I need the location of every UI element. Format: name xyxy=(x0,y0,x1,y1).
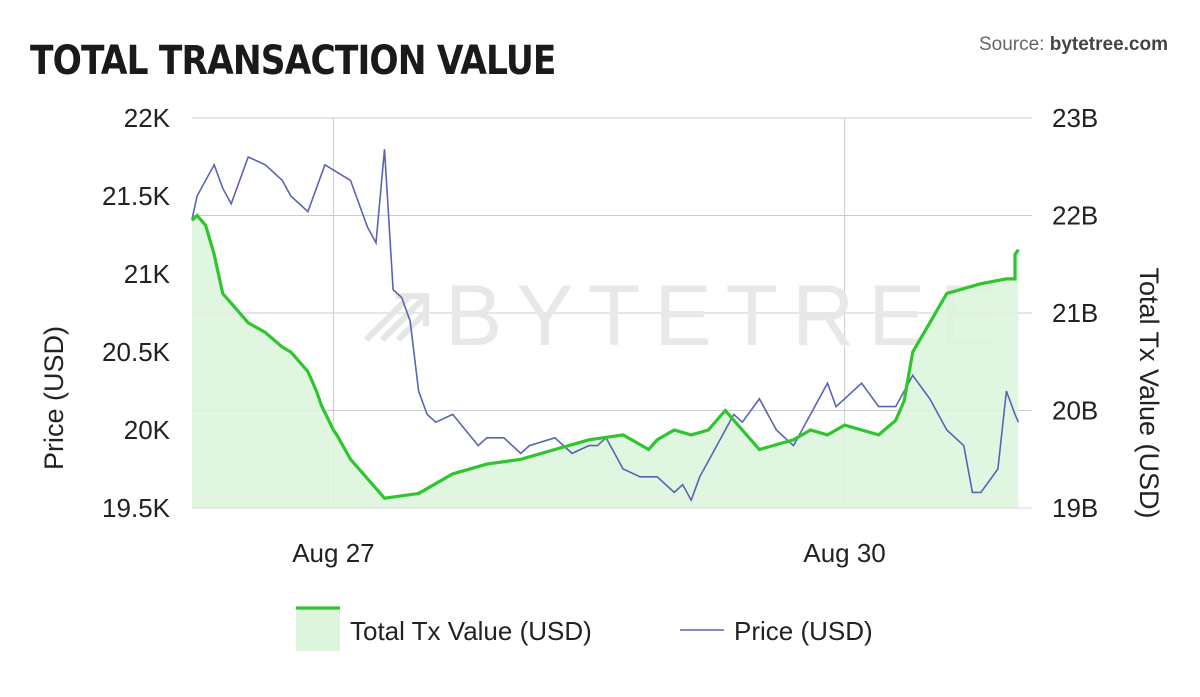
left-tick-label: 21.5K xyxy=(102,181,171,211)
x-tick-label: Aug 30 xyxy=(803,538,885,568)
legend: Total Tx Value (USD) Price (USD) xyxy=(296,606,873,651)
left-axis-ticks: 22K 21.5K 21K 20.5K 20K 19.5K xyxy=(102,103,171,523)
tx-value-area xyxy=(192,215,1019,508)
watermark-logo-icon xyxy=(363,293,429,343)
right-tick-label: 23B xyxy=(1052,103,1098,133)
legend-tx-swatch xyxy=(296,607,340,651)
left-tick-label: 19.5K xyxy=(102,493,171,523)
left-tick-label: 21K xyxy=(124,259,171,289)
right-tick-label: 21B xyxy=(1052,298,1098,328)
right-axis-label: Total Tx Value (USD) xyxy=(1134,267,1164,518)
legend-tx-label: Total Tx Value (USD) xyxy=(350,616,592,646)
x-tick-label: Aug 27 xyxy=(292,538,374,568)
left-tick-label: 20K xyxy=(124,415,171,445)
right-tick-label: 19B xyxy=(1052,493,1098,523)
right-tick-label: 20B xyxy=(1052,396,1098,426)
source-credit: Source: bytetree.com xyxy=(979,34,1168,56)
legend-price-label: Price (USD) xyxy=(734,616,873,646)
price-line[interactable] xyxy=(191,149,1020,503)
legend-item-tx[interactable]: Total Tx Value (USD) xyxy=(296,606,592,651)
right-axis-ticks: 23B 22B 21B 20B 19B xyxy=(1052,103,1098,523)
left-axis-label: Price (USD) xyxy=(39,326,69,470)
source-link[interactable]: bytetree.com xyxy=(1049,34,1168,55)
right-tick-label: 22B xyxy=(1052,201,1098,231)
legend-item-price[interactable]: Price (USD) xyxy=(680,616,873,646)
x-axis-ticks: Aug 27 Aug 30 xyxy=(292,538,886,568)
tx-value-line[interactable] xyxy=(190,213,1020,500)
chart-title: TOTAL TRANSACTION VALUE xyxy=(30,38,556,84)
source-prefix: Source: xyxy=(978,34,1050,55)
left-tick-label: 20.5K xyxy=(102,337,171,367)
watermark-text: BYTETREE xyxy=(445,268,1011,364)
left-tick-label: 22K xyxy=(124,103,171,133)
